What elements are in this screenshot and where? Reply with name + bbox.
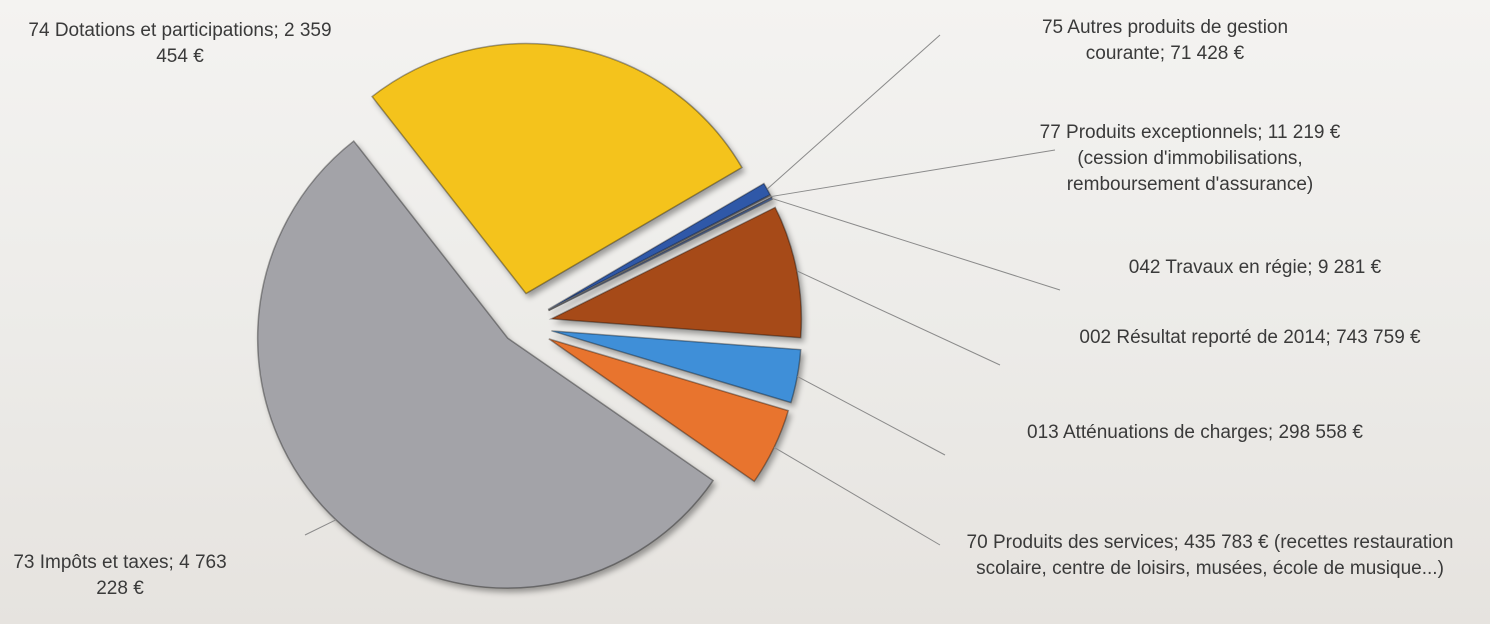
value-label: 743 759 € [1336, 327, 1421, 348]
pie-slice [551, 330, 802, 404]
category-label: 73 Impôts et taxes; [13, 552, 174, 573]
leader-line [770, 149, 1056, 198]
leader-line [796, 270, 1001, 366]
leader-line [766, 34, 941, 190]
leader-line [304, 519, 337, 536]
value-label: 71 428 € [1170, 43, 1245, 64]
slice-label: 75 Autres produits de gestion courante; … [1000, 15, 1330, 67]
slice-label: 74 Dotations et participations; 2 359 45… [20, 18, 340, 70]
pie-slice [548, 338, 790, 483]
leader-line [797, 375, 946, 456]
category-label: 75 Autres produits de gestion courante; [1041, 17, 1289, 64]
category-label: 74 Dotations et participations; [28, 20, 279, 41]
slice-label: 73 Impôts et taxes; 4 763 228 € [0, 550, 240, 602]
pie-slice [548, 206, 803, 339]
value-label: 9 281 € [1317, 257, 1382, 278]
slice-label: 002 Résultat reporté de 2014; 743 759 € [1010, 325, 1490, 351]
pie-slice [371, 42, 743, 295]
note-label: (cession d'immobilisations, remboursemen… [1066, 148, 1314, 195]
value-label: 2 359 454 € [156, 20, 332, 67]
leader-line [771, 197, 1061, 291]
category-label: 013 Atténuations de charges; [1027, 422, 1274, 443]
value-label: 298 558 € [1278, 422, 1363, 443]
category-label: 70 Produits des services; [966, 532, 1179, 553]
slice-label: 042 Travaux en régie; 9 281 € [1075, 255, 1435, 281]
value-label: 435 783 € [1184, 532, 1269, 553]
slice-label: 013 Atténuations de charges; 298 558 € [955, 420, 1435, 446]
value-label: 4 763 228 € [96, 552, 227, 599]
slice-label: 70 Produits des services; 435 783 € (rec… [930, 530, 1490, 582]
slice-label: 77 Produits exceptionnels; 11 219 € (ces… [1020, 120, 1360, 198]
leader-line [773, 446, 941, 546]
category-label: 002 Résultat reporté de 2014; [1079, 327, 1331, 348]
value-label: 11 219 € [1267, 122, 1341, 143]
note-label: (recettes restauration scolaire, centre … [976, 532, 1454, 579]
category-label: 77 Produits exceptionnels; [1039, 122, 1263, 143]
category-label: 042 Travaux en régie; [1128, 257, 1313, 278]
pie-slice [548, 194, 773, 312]
